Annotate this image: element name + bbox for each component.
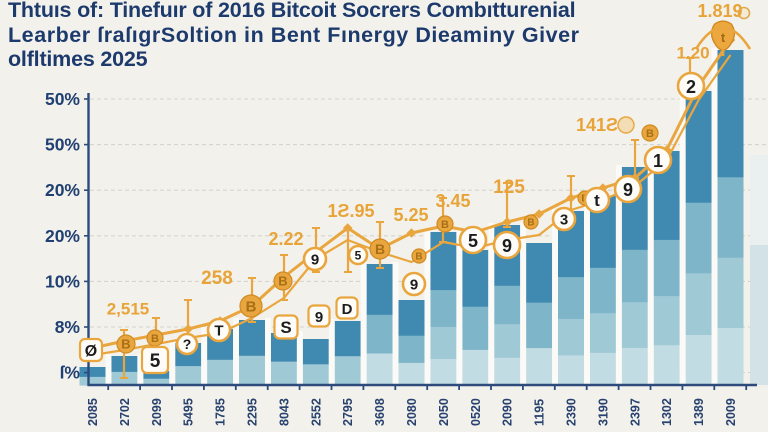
svg-text:2295: 2295 [246,398,260,426]
svg-text:5: 5 [355,249,362,263]
svg-text:3.45: 3.45 [435,191,470,211]
svg-text:8%: 8% [55,317,81,337]
svg-text:?: ? [183,336,192,352]
svg-text:2050: 2050 [437,398,451,426]
svg-text:t: t [721,30,726,45]
svg-text:B: B [121,337,130,352]
svg-text:2397: 2397 [628,398,642,426]
svg-text:2009: 2009 [724,398,738,426]
svg-text:T: T [214,323,223,340]
svg-text:1: 1 [653,151,663,171]
svg-text:1Ƨ.95: 1Ƨ.95 [327,201,374,221]
svg-text:B: B [415,252,422,263]
svg-text:S: S [280,318,291,337]
svg-text:3190: 3190 [596,398,610,426]
svg-text:9: 9 [311,252,319,269]
svg-text:ſ%: ſ% [60,363,81,383]
svg-text:50%: 50% [45,135,80,155]
svg-text:5.25: 5.25 [393,205,428,225]
svg-text:1.819: 1.819 [697,1,742,21]
svg-text:20%: 20% [45,226,80,246]
svg-text:0520: 0520 [469,398,483,426]
svg-text:5: 5 [468,231,478,251]
svg-text:B: B [246,299,257,316]
svg-text:3: 3 [560,212,568,229]
svg-text:1785: 1785 [214,398,228,426]
svg-text:1195: 1195 [533,399,547,426]
svg-text:2552: 2552 [309,398,323,426]
svg-text:2702: 2702 [118,398,132,426]
svg-text:2: 2 [686,77,696,97]
svg-text:125: 125 [493,177,525,198]
svg-text:D: D [342,301,353,318]
svg-text:2085: 2085 [86,398,100,426]
svg-text:9: 9 [315,309,323,326]
svg-text:1389: 1389 [692,398,706,426]
svg-text:2080: 2080 [405,398,419,426]
svg-text:20%: 20% [45,180,80,200]
svg-text:3608: 3608 [373,398,387,426]
svg-text:B: B [646,128,654,140]
svg-text:5: 5 [150,351,161,372]
svg-text:B: B [441,219,449,231]
svg-text:2,515: 2,515 [107,299,150,318]
svg-text:1.20: 1.20 [676,43,709,62]
svg-text:Ø: Ø [85,343,97,360]
svg-text:10%: 10% [45,271,80,291]
svg-text:8043: 8043 [277,398,291,426]
svg-text:B: B [278,274,287,289]
svg-text:2795: 2795 [341,398,355,426]
svg-text:9: 9 [502,236,512,256]
svg-text:B: B [527,218,534,229]
svg-text:1302: 1302 [660,398,674,426]
svg-text:9: 9 [410,277,418,294]
svg-text:141Ƨ: 141Ƨ [576,115,618,135]
svg-text:2090: 2090 [501,398,515,426]
svg-text:2099: 2099 [150,398,164,426]
svg-text:9: 9 [623,180,633,200]
svg-text:B: B [375,241,385,257]
svg-text:50%: 50% [45,89,80,109]
svg-text:258: 258 [201,268,233,289]
svg-text:2390: 2390 [565,398,579,426]
svg-text:2.22: 2.22 [268,229,303,249]
svg-text:5495: 5495 [182,398,196,426]
svg-text:B: B [151,333,159,345]
svg-text:t: t [594,191,600,210]
